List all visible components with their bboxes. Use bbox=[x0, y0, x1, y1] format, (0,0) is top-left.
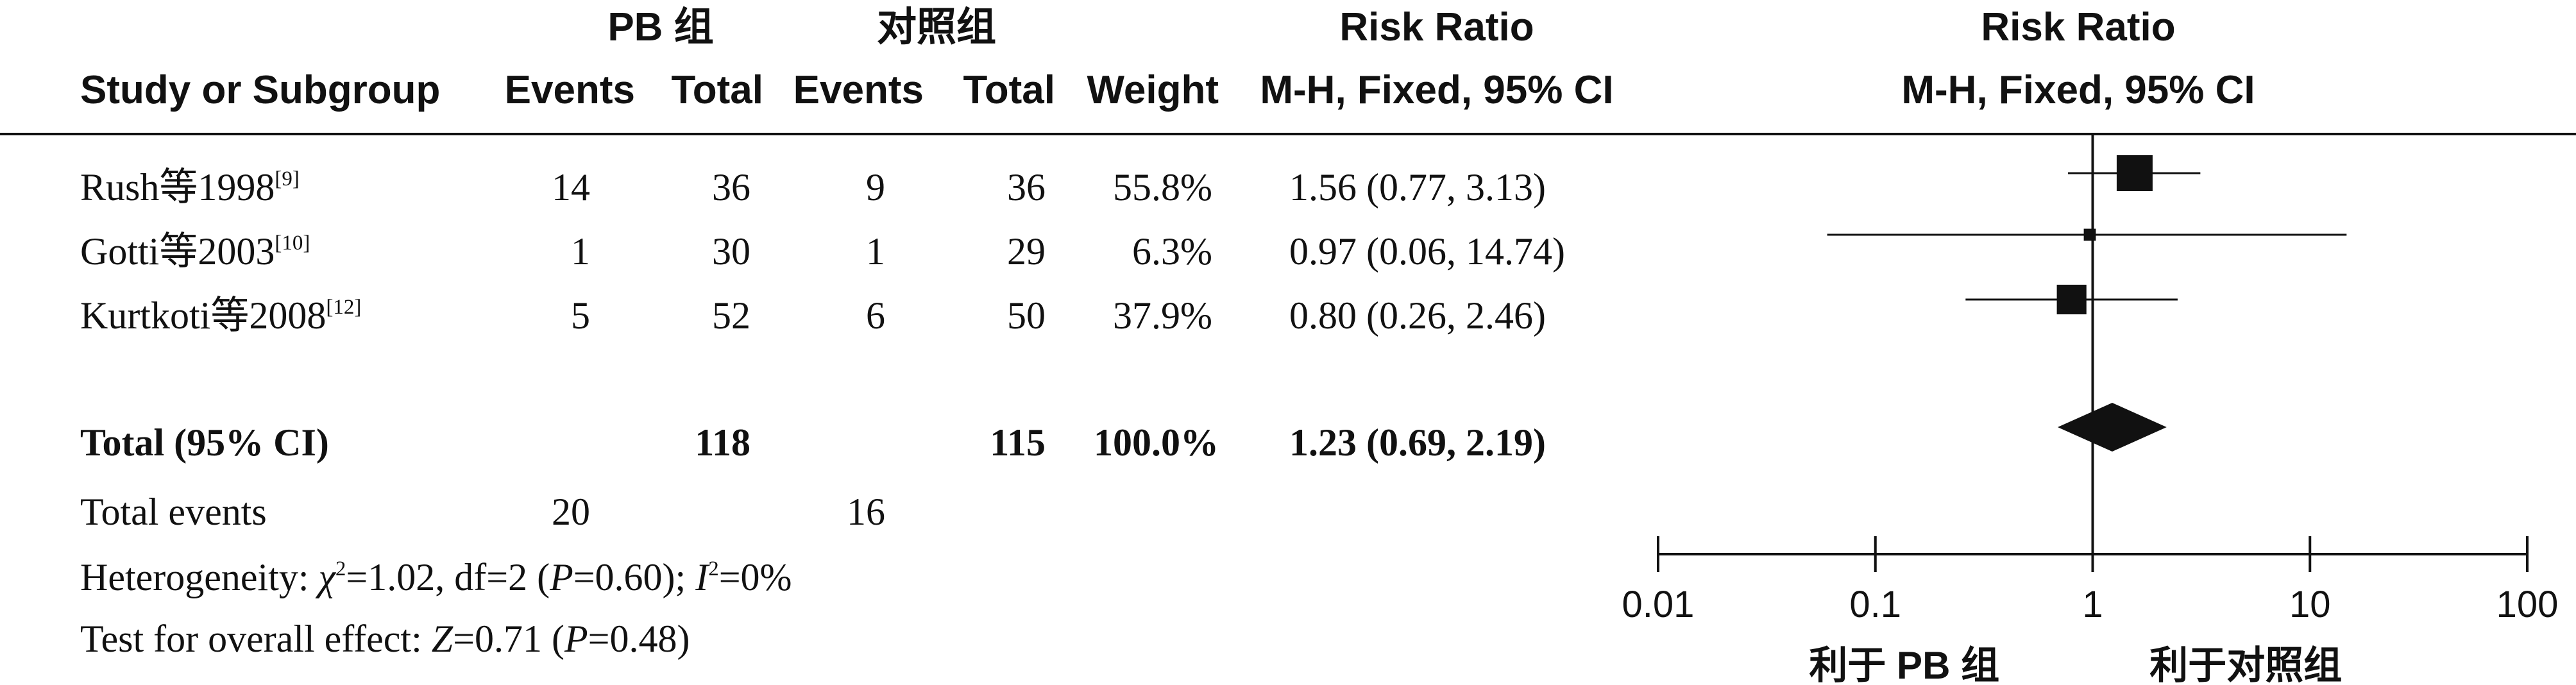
total-events2-value: 16 bbox=[847, 491, 885, 533]
total1-header: Total bbox=[671, 68, 764, 112]
favours-left-label: 利于 PB 组 bbox=[1809, 644, 1999, 685]
reference-mark: [9] bbox=[275, 167, 300, 190]
total2-value: 50 bbox=[1007, 294, 1046, 337]
weight-value: 37.9% bbox=[1113, 294, 1212, 337]
events1-value: 5 bbox=[571, 294, 590, 337]
effect-square bbox=[2083, 228, 2096, 241]
effect-square bbox=[2116, 155, 2153, 191]
favours-right-label: 利于对照组 bbox=[2149, 644, 2342, 685]
events2-value: 1 bbox=[866, 230, 885, 273]
x-tick-label: 0.1 bbox=[1849, 584, 1901, 625]
group1-header: PB 组 bbox=[607, 5, 714, 49]
total-ci-value: 1.23 (0.69, 2.19) bbox=[1289, 421, 1546, 464]
reference-mark: [12] bbox=[326, 295, 362, 319]
weight-value: 55.8% bbox=[1113, 166, 1212, 208]
total-label: Total (95% CI) bbox=[80, 421, 329, 464]
pooled-diamond bbox=[2057, 403, 2167, 452]
total-events-label: Total events bbox=[80, 491, 267, 533]
x-tick-label: 100 bbox=[2496, 584, 2559, 625]
group2-header: 对照组 bbox=[876, 5, 996, 49]
study-name: Kurtkoti等2008[12] bbox=[80, 294, 362, 337]
events1-value: 14 bbox=[552, 166, 590, 208]
heterogeneity-text: Heterogeneity: χ2=1.02, df=2 (P=0.60); I… bbox=[80, 556, 792, 598]
study-name: Rush等1998[9] bbox=[80, 166, 300, 208]
events1-value: 1 bbox=[571, 230, 590, 273]
x-tick-label: 10 bbox=[2289, 584, 2331, 625]
reference-mark: [10] bbox=[275, 231, 310, 255]
x-tick-label: 0.01 bbox=[1622, 584, 1695, 625]
events1-header: Events bbox=[504, 68, 635, 112]
total1-value: 36 bbox=[712, 166, 750, 208]
ci-value: 1.56 (0.77, 3.13) bbox=[1289, 166, 1546, 208]
overall-effect-text: Test for overall effect: Z=0.71 (P=0.48) bbox=[80, 618, 690, 660]
total1-value: 118 bbox=[695, 421, 750, 464]
total2-header: Total bbox=[963, 68, 1056, 112]
ci-value: 0.97 (0.06, 14.74) bbox=[1289, 230, 1565, 273]
rr-title-plot: Risk Ratio bbox=[1981, 5, 2176, 49]
ci-value: 0.80 (0.26, 2.46) bbox=[1289, 294, 1546, 337]
study-column-header: Study or Subgroup bbox=[80, 68, 441, 112]
events2-header: Events bbox=[793, 68, 924, 112]
total1-value: 30 bbox=[712, 230, 750, 273]
rr-title-table: Risk Ratio bbox=[1339, 5, 1534, 49]
total2-value: 36 bbox=[1007, 166, 1046, 208]
total2-value: 29 bbox=[1007, 230, 1046, 273]
total-weight-value: 100.0% bbox=[1094, 421, 1219, 464]
events2-value: 9 bbox=[866, 166, 885, 208]
events2-value: 6 bbox=[866, 294, 885, 337]
total2-value: 115 bbox=[990, 421, 1046, 464]
total1-value: 52 bbox=[712, 294, 750, 337]
weight-value: 6.3% bbox=[1132, 230, 1212, 273]
total-events1-value: 20 bbox=[552, 491, 590, 533]
effect-square bbox=[2056, 284, 2087, 315]
rr-method-table: M-H, Fixed, 95% CI bbox=[1260, 68, 1614, 112]
weight-header: Weight bbox=[1087, 68, 1219, 112]
rr-method-plot: M-H, Fixed, 95% CI bbox=[1901, 68, 2255, 112]
x-tick-label: 1 bbox=[2082, 584, 2103, 625]
study-name: Gotti等2003[10] bbox=[80, 230, 310, 273]
header-rule bbox=[0, 133, 2576, 135]
